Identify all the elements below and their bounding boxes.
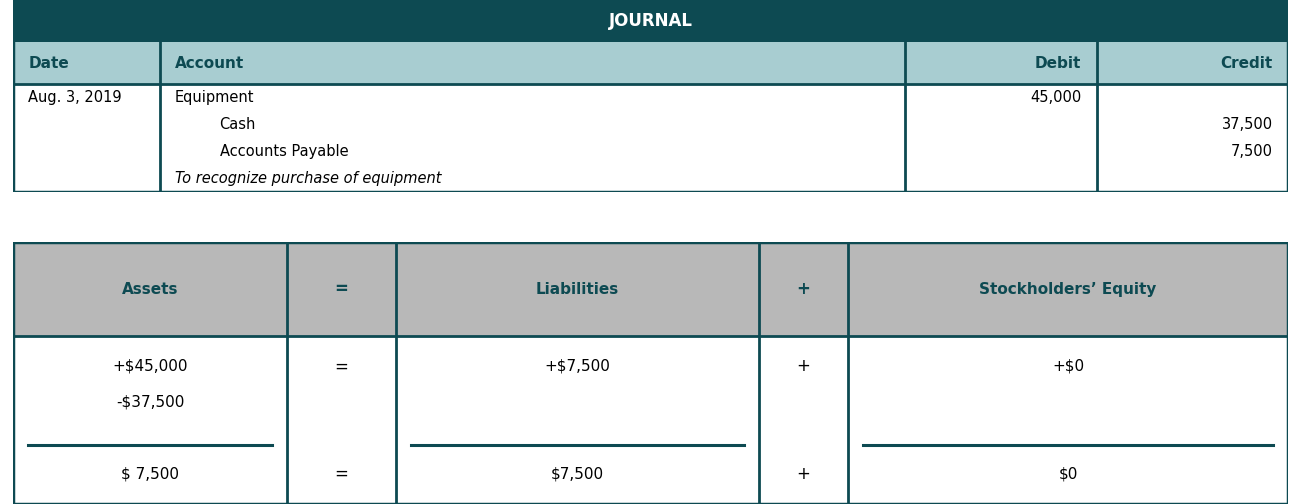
Bar bbox=[13, 242, 1288, 336]
Bar bbox=[13, 42, 1288, 84]
Text: =: = bbox=[334, 465, 349, 483]
Text: +: + bbox=[796, 280, 811, 298]
Text: Account: Account bbox=[174, 56, 245, 71]
Text: +$0: +$0 bbox=[1053, 359, 1084, 374]
Text: +: + bbox=[796, 465, 811, 483]
Text: Assets: Assets bbox=[122, 282, 178, 296]
Text: Debit: Debit bbox=[1036, 56, 1081, 71]
Text: Equipment: Equipment bbox=[174, 90, 255, 105]
Text: Credit: Credit bbox=[1220, 56, 1272, 71]
Text: Liabilities: Liabilities bbox=[536, 282, 619, 296]
Text: =: = bbox=[334, 357, 349, 375]
Text: =: = bbox=[334, 280, 349, 298]
Text: Stockholders’ Equity: Stockholders’ Equity bbox=[980, 282, 1157, 296]
Text: Aug. 3, 2019: Aug. 3, 2019 bbox=[29, 90, 122, 105]
Text: Accounts Payable: Accounts Payable bbox=[220, 144, 349, 159]
Text: -$37,500: -$37,500 bbox=[116, 394, 185, 409]
Text: Cash: Cash bbox=[220, 117, 256, 132]
Text: $ 7,500: $ 7,500 bbox=[121, 466, 180, 481]
Text: $0: $0 bbox=[1059, 466, 1077, 481]
Text: To recognize purchase of equipment: To recognize purchase of equipment bbox=[174, 171, 441, 185]
Text: 45,000: 45,000 bbox=[1030, 90, 1081, 105]
Text: 7,500: 7,500 bbox=[1231, 144, 1272, 159]
Text: +: + bbox=[796, 357, 811, 375]
Text: +$7,500: +$7,500 bbox=[544, 359, 610, 374]
Text: 37,500: 37,500 bbox=[1222, 117, 1272, 132]
Text: Date: Date bbox=[29, 56, 69, 71]
Text: +$45,000: +$45,000 bbox=[112, 359, 187, 374]
Text: $7,500: $7,500 bbox=[550, 466, 604, 481]
Text: JOURNAL: JOURNAL bbox=[609, 12, 692, 30]
Bar bbox=[13, 0, 1288, 42]
